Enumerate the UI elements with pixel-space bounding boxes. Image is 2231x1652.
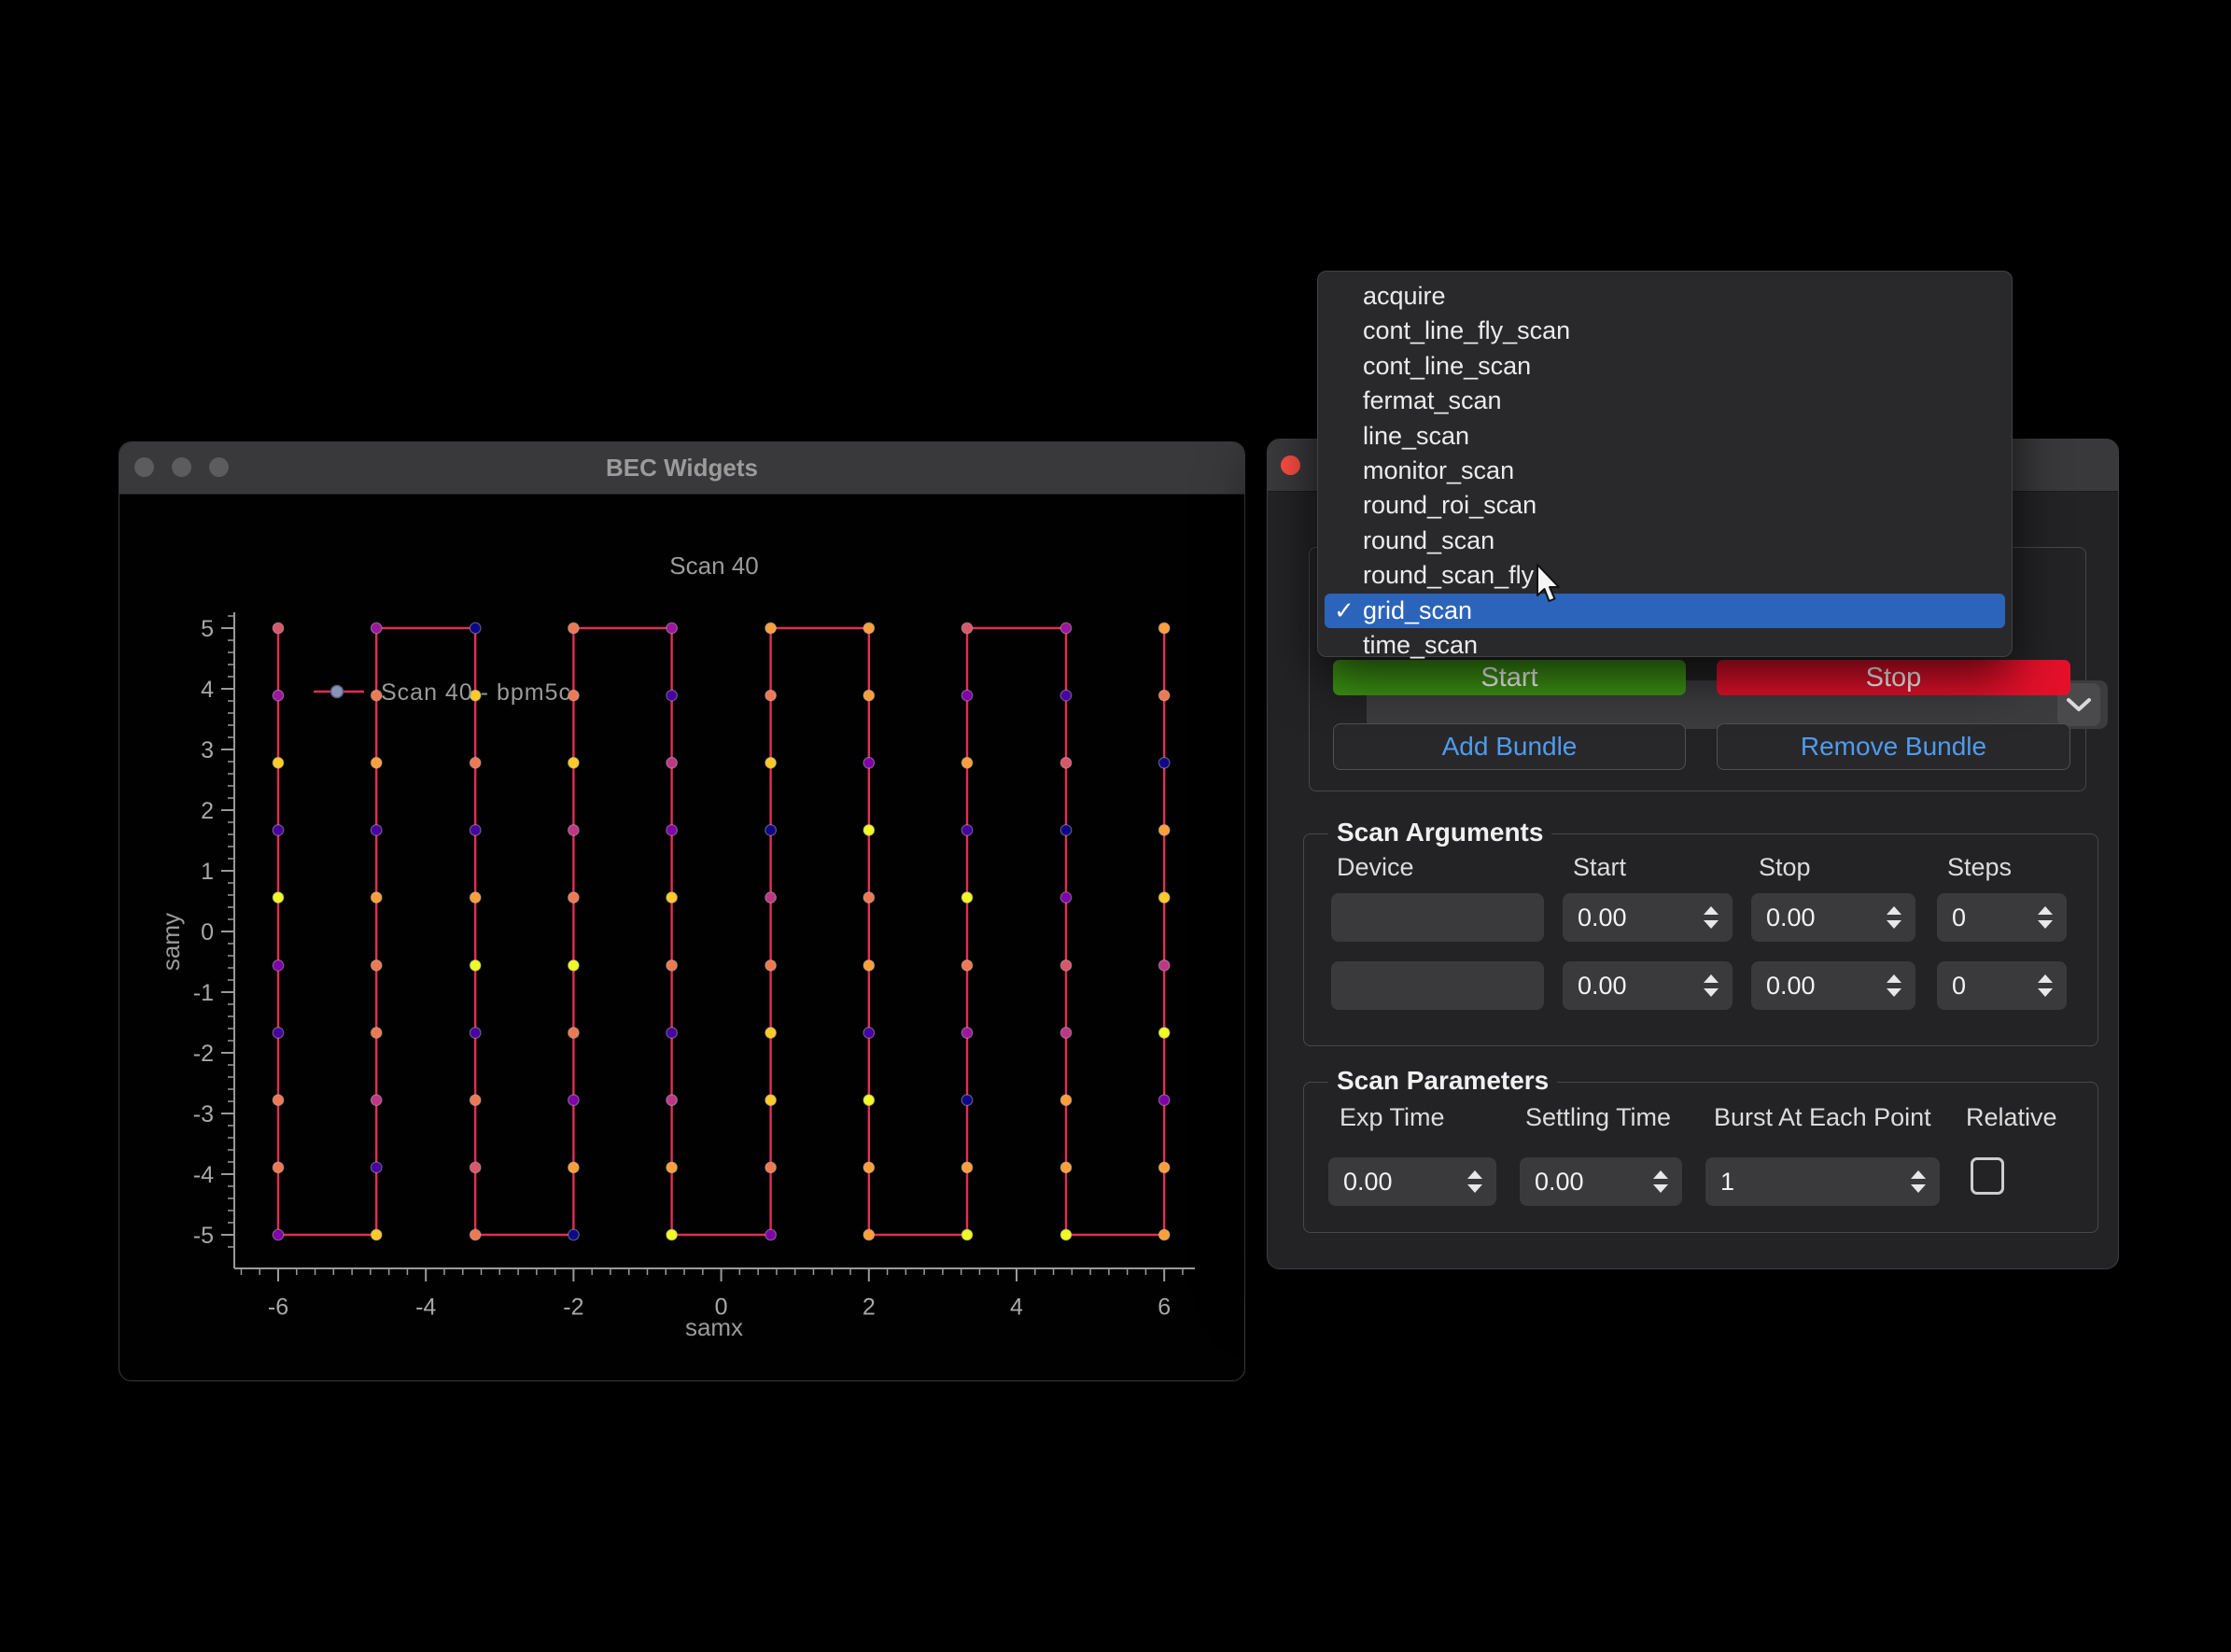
spinner-arrows-icon[interactable] xyxy=(1459,1170,1496,1193)
scan-arguments-group: Scan Arguments Device Start Stop Steps 0… xyxy=(1303,818,2098,1046)
chevron-down-icon[interactable] xyxy=(2057,683,2100,726)
start-input-row1[interactable]: 0.00 xyxy=(1563,893,1733,942)
close-button-icon[interactable] xyxy=(1281,455,1300,475)
spinner-arrows-icon[interactable] xyxy=(1902,1170,1940,1193)
spinner-arrows-icon[interactable] xyxy=(2029,906,2067,929)
svg-text:-5: -5 xyxy=(193,1223,214,1249)
start-value-row1[interactable]: 0.00 xyxy=(1578,903,1627,931)
exp-time-value[interactable]: 0.00 xyxy=(1343,1167,1393,1196)
svg-text:-1: -1 xyxy=(193,980,214,1006)
burst-header: Burst At Each Point xyxy=(1714,1103,1931,1131)
start-value-row2[interactable]: 0.00 xyxy=(1578,971,1627,1000)
relative-header: Relative xyxy=(1966,1103,2057,1131)
menu-item-acquire[interactable]: acquire xyxy=(1363,282,1446,310)
menu-item-cont_line_fly_scan[interactable]: cont_line_fly_scan xyxy=(1363,316,1571,345)
menu-item-fermat_scan[interactable]: fermat_scan xyxy=(1363,386,1502,415)
spinner-arrows-icon[interactable] xyxy=(1695,906,1733,929)
svg-text:-6: -6 xyxy=(268,1295,288,1321)
svg-text:-2: -2 xyxy=(193,1041,214,1067)
remove-bundle-button[interactable]: Remove Bundle xyxy=(1717,723,2070,770)
settling-time-header: Settling Time xyxy=(1525,1103,1672,1131)
steps-input-row2[interactable]: 0 xyxy=(1937,961,2067,1010)
menu-item-grid_scan[interactable]: ✓ grid_scan xyxy=(1325,593,2005,628)
svg-text:-4: -4 xyxy=(415,1295,436,1321)
svg-text:3: 3 xyxy=(201,737,214,763)
plot-window-titlebar[interactable]: BEC Widgets xyxy=(119,442,1244,495)
scan-selection-group: Start Stop Add Bundle Remove Bundle xyxy=(1309,547,2108,791)
svg-text:Scan 40: Scan 40 xyxy=(669,552,758,580)
svg-text:samy: samy xyxy=(157,913,185,971)
spinner-arrows-icon[interactable] xyxy=(1878,906,1915,929)
spinner-arrows-icon[interactable] xyxy=(1878,974,1915,997)
minimize-button-icon[interactable] xyxy=(172,457,191,477)
menu-item-round_roi_scan[interactable]: round_roi_scan xyxy=(1363,491,1537,520)
close-button-icon[interactable] xyxy=(134,457,154,477)
checkmark-icon: ✓ xyxy=(1334,595,1354,624)
settling-time-spinbox[interactable]: 0.00 xyxy=(1520,1157,1682,1206)
exp-time-spinbox[interactable]: 0.00 xyxy=(1328,1157,1496,1206)
menu-item-time_scan[interactable]: time_scan xyxy=(1363,630,1479,659)
stop-value-row2[interactable]: 0.00 xyxy=(1766,971,1816,1000)
settling-time-value[interactable]: 0.00 xyxy=(1535,1167,1584,1196)
steps-value-row1[interactable]: 0 xyxy=(1952,903,1967,931)
stop-header: Stop xyxy=(1759,853,1811,881)
device-header: Device xyxy=(1337,853,1414,881)
svg-text:-4: -4 xyxy=(193,1162,214,1188)
steps-header: Steps xyxy=(1947,853,2013,881)
svg-text:4: 4 xyxy=(201,677,214,703)
device-input-row1[interactable] xyxy=(1331,893,1544,942)
scan-parameters-label: Scan Parameters xyxy=(1328,1066,1558,1096)
svg-text:0: 0 xyxy=(201,919,214,945)
plot-window: BEC Widgets Scan 40 -6 -4 -2 0 2 4 6 5 4 3 2 1 0 -1 -2 -… xyxy=(119,441,1245,1381)
stop-button[interactable]: Stop xyxy=(1717,660,2070,695)
device-input-row2[interactable] xyxy=(1331,961,1544,1010)
svg-text:2: 2 xyxy=(201,798,214,824)
menu-item-monitor_scan[interactable]: monitor_scan xyxy=(1363,455,1515,484)
svg-text:4: 4 xyxy=(1010,1295,1023,1321)
steps-input-row1[interactable]: 0 xyxy=(1937,893,2067,942)
stop-input-row1[interactable]: 0.00 xyxy=(1751,893,1915,942)
scan-arguments-label: Scan Arguments xyxy=(1328,818,1552,847)
mouse-cursor-icon xyxy=(1535,564,1566,609)
scan-plot[interactable]: Scan 40 -6 -4 -2 0 2 4 6 5 4 3 2 1 0 -1 -2 -3 -4 -5 samx sam… xyxy=(119,494,1244,1380)
zoom-button-icon[interactable] xyxy=(209,457,229,477)
svg-text:-3: -3 xyxy=(193,1101,214,1127)
add-bundle-button[interactable]: Add Bundle xyxy=(1333,723,1686,770)
stop-input-row2[interactable]: 0.00 xyxy=(1751,961,1915,1010)
menu-item-round_scan[interactable]: round_scan xyxy=(1363,525,1495,554)
start-button[interactable]: Start xyxy=(1333,660,1686,695)
svg-text:-2: -2 xyxy=(563,1295,583,1321)
stop-value-row1[interactable]: 0.00 xyxy=(1766,903,1816,931)
svg-text:5: 5 xyxy=(201,616,214,642)
svg-text:6: 6 xyxy=(1158,1295,1171,1321)
spinner-arrows-icon[interactable] xyxy=(2029,974,2067,997)
svg-text:samx: samx xyxy=(685,1313,743,1341)
burst-value[interactable]: 1 xyxy=(1720,1167,1735,1196)
menu-item-line_scan[interactable]: line_scan xyxy=(1363,421,1470,450)
burst-spinbox[interactable]: 1 xyxy=(1705,1157,1940,1206)
svg-text:0: 0 xyxy=(715,1295,728,1321)
menu-item-round_scan_fly[interactable]: round_scan_fly xyxy=(1363,561,1535,590)
relative-checkbox[interactable] xyxy=(1971,1157,2004,1195)
svg-text:1: 1 xyxy=(201,859,214,885)
plot-window-title: BEC Widgets xyxy=(606,454,758,482)
svg-text:Scan 40 - bpm5c: Scan 40 - bpm5c xyxy=(381,679,571,706)
exp-time-header: Exp Time xyxy=(1340,1103,1445,1131)
scan-parameters-group: Scan Parameters Exp Time Settling Time B… xyxy=(1303,1066,2098,1233)
start-input-row2[interactable]: 0.00 xyxy=(1563,961,1733,1010)
svg-text:2: 2 xyxy=(863,1295,876,1321)
steps-value-row2[interactable]: 0 xyxy=(1952,971,1967,1000)
start-header: Start xyxy=(1573,853,1627,881)
spinner-arrows-icon[interactable] xyxy=(1695,974,1733,997)
spinner-arrows-icon[interactable] xyxy=(1645,1170,1682,1193)
menu-item-cont_line_scan[interactable]: cont_line_scan xyxy=(1363,351,1532,380)
